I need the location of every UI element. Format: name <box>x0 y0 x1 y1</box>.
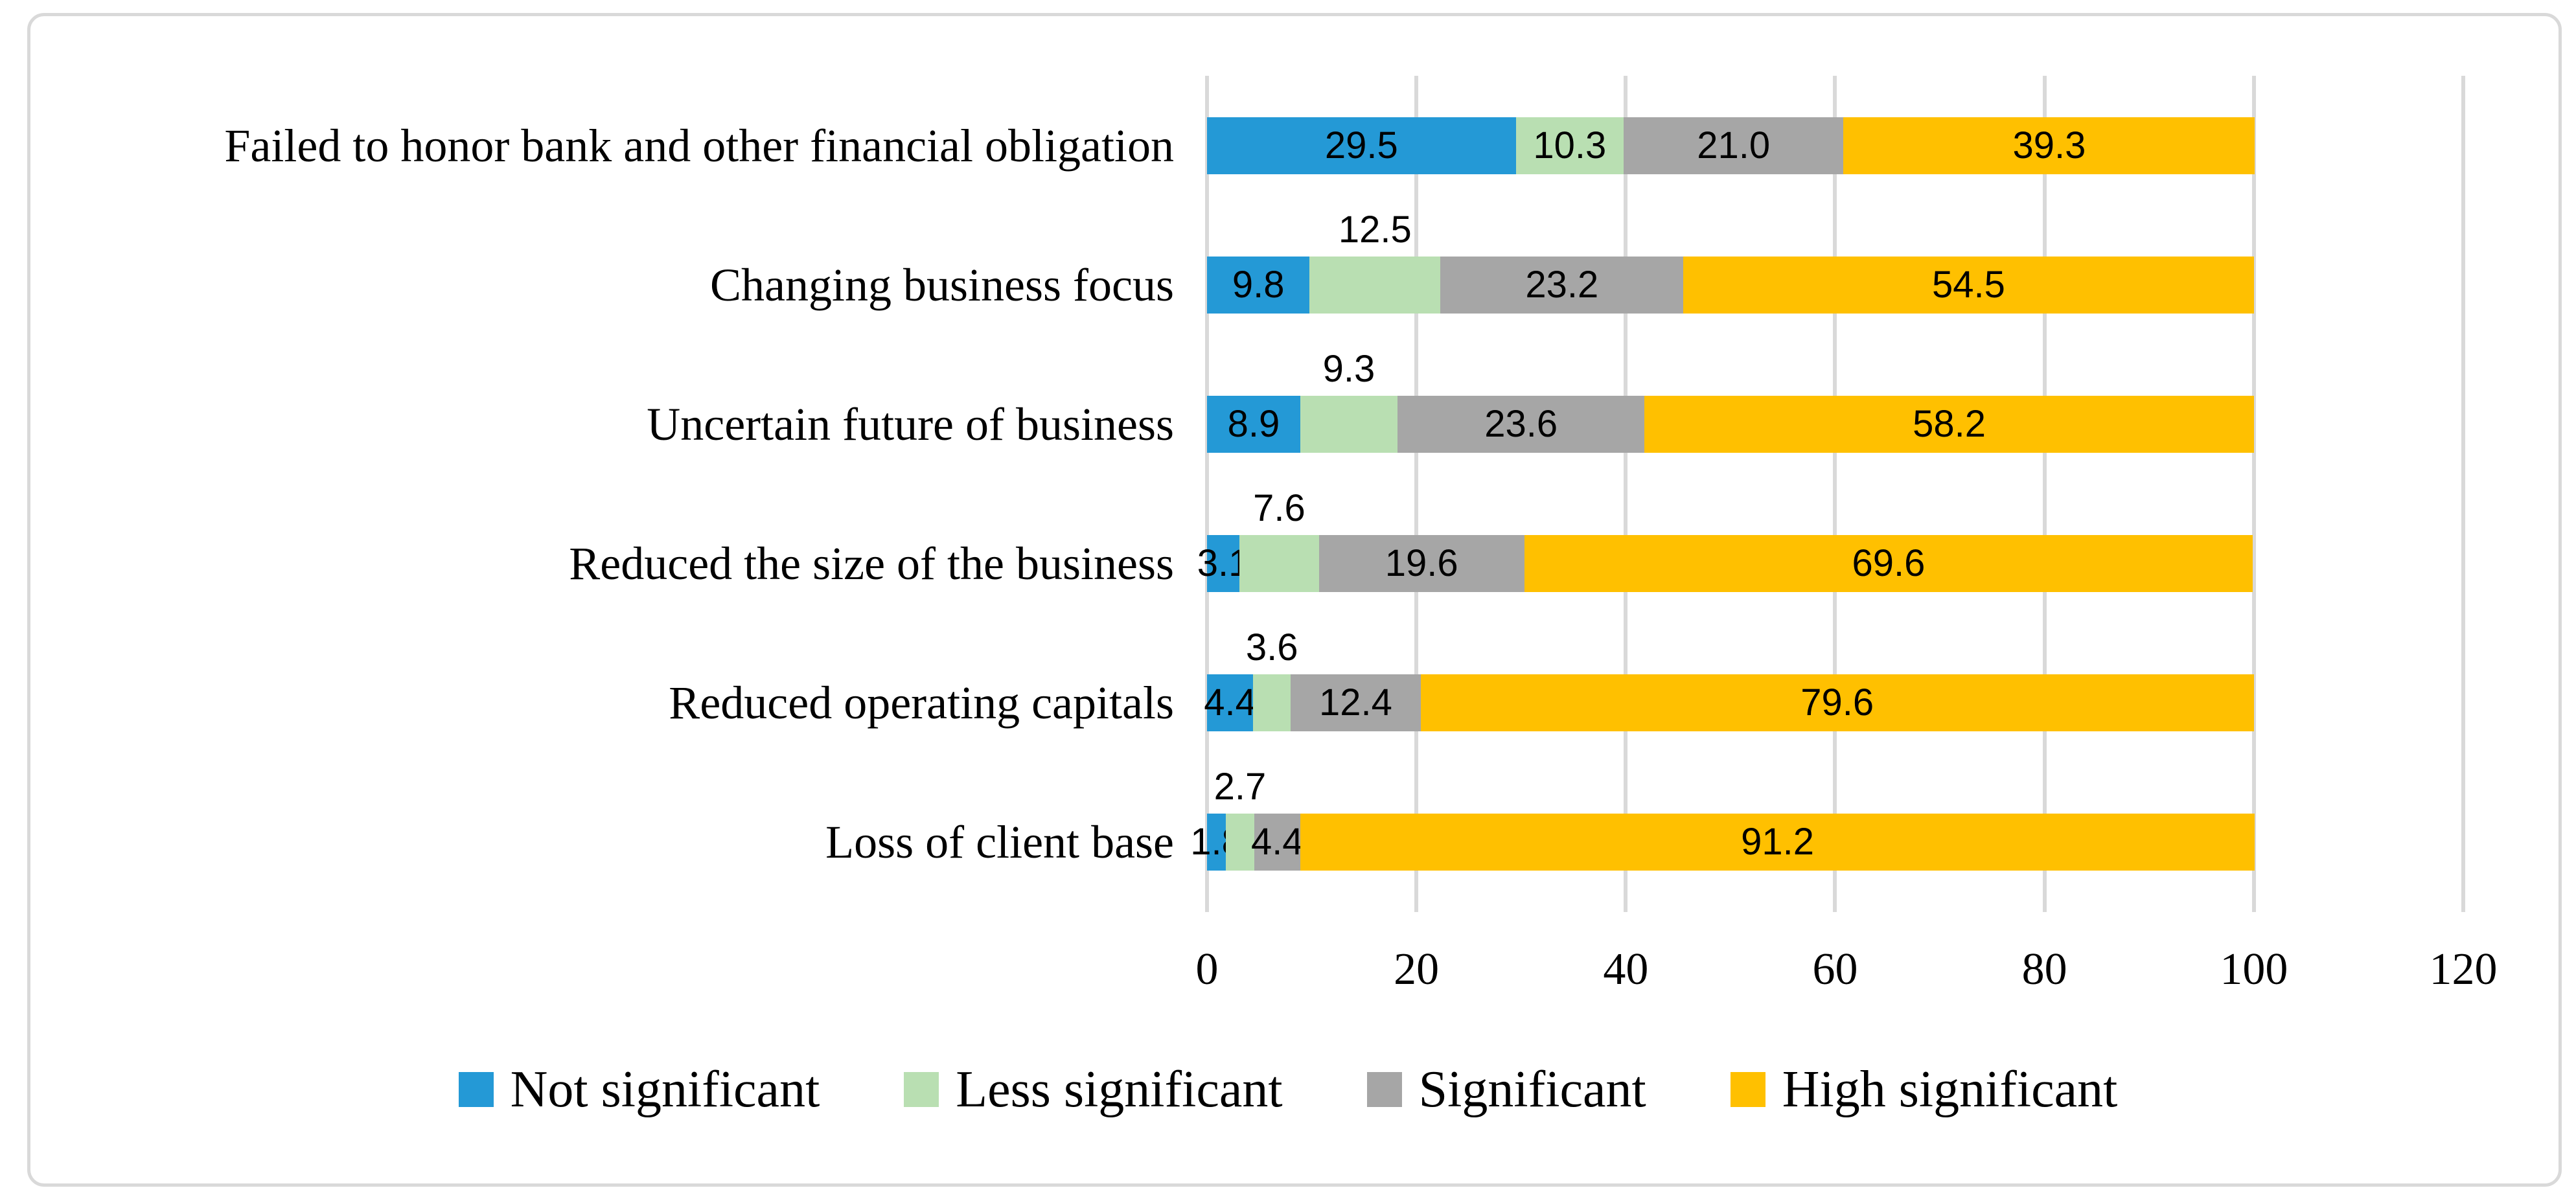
legend-item: Significant <box>1366 1061 1646 1118</box>
bar-segment: 21.0 <box>1624 117 1844 174</box>
gridline-120 <box>2461 76 2465 912</box>
bar-segment: 39.3 <box>1843 117 2255 174</box>
segment-value-label: 23.6 <box>1484 402 1558 445</box>
gridline-20 <box>1414 76 1419 912</box>
x-axis-tick-label: 60 <box>1812 944 1858 994</box>
category-label: Failed to honor bank and other financial… <box>224 119 1174 172</box>
bar-segment <box>1226 814 1254 871</box>
bar-segment: 58.2 <box>1644 395 2254 453</box>
legend-swatch-icon <box>458 1072 494 1107</box>
x-axis-tick-label: 100 <box>2220 944 2288 994</box>
bar-segment: 10.3 <box>1515 117 1624 174</box>
bar-segment: 91.2 <box>1300 814 2255 871</box>
segment-value-label: 12.4 <box>1319 681 1392 724</box>
bar-segment: 23.6 <box>1397 395 1645 453</box>
segment-value-label-above: 2.7 <box>1213 766 1267 808</box>
category-label: Reduced operating capitals <box>669 677 1174 729</box>
segment-value-label: 58.2 <box>1913 402 1986 445</box>
segment-value-label: 4.4 <box>1250 821 1304 863</box>
segment-value-label: 8.9 <box>1227 402 1280 445</box>
bar-segment <box>1239 535 1319 593</box>
segment-value-label-above: 7.6 <box>1253 487 1305 530</box>
x-axis-tick-label: 40 <box>1603 944 1649 994</box>
segment-value-label: 4.4 <box>1204 681 1256 724</box>
bar-segment <box>1300 395 1398 453</box>
legend: Not significant Less significant Significa… <box>0 1048 2576 1131</box>
segment-value-label: 39.3 <box>2012 124 2086 166</box>
x-axis-tick-label: 120 <box>2429 944 2498 994</box>
bar-segment: 29.5 <box>1207 117 1516 174</box>
segment-value-label: 29.5 <box>1324 124 1398 166</box>
bar-segment: 1.8 <box>1190 814 1243 871</box>
category-label: Uncertain future of business <box>647 398 1174 450</box>
segment-value-label: 10.3 <box>1533 124 1607 166</box>
legend-swatch-icon <box>904 1072 939 1107</box>
category-label: Changing business focus <box>710 258 1174 311</box>
gridline-100 <box>2251 76 2256 912</box>
bar-segment: 69.6 <box>1524 535 2253 593</box>
segment-value-label: 23.2 <box>1525 263 1599 306</box>
legend-label: Not significant <box>510 1061 820 1118</box>
gridline-0 <box>1205 76 1209 912</box>
legend-item: Not significant <box>458 1061 820 1118</box>
gridline-80 <box>2042 76 2047 912</box>
x-axis-tick-label: 0 <box>1195 944 1219 994</box>
x-axis-tick-label: 80 <box>2021 944 2067 994</box>
segment-value-label: 69.6 <box>1852 542 1926 585</box>
segment-value-label: 21.0 <box>1697 124 1771 166</box>
segment-value-label-above: 9.3 <box>1322 347 1375 390</box>
bar-segment: 54.5 <box>1683 256 2254 314</box>
segment-value-label: 19.6 <box>1385 542 1458 585</box>
bar-segment <box>1309 256 1441 314</box>
segment-value-label: 79.6 <box>1800 681 1874 724</box>
bar-segment: 8.9 <box>1207 395 1300 453</box>
bar-segment: 79.6 <box>1420 674 2254 732</box>
legend-label: High significant <box>1782 1061 2118 1118</box>
x-axis-tick-label: 20 <box>1394 944 1440 994</box>
bar-segment: 3.1 <box>1197 535 1249 593</box>
legend-item: Less significant <box>904 1061 1283 1118</box>
bar-segment: 12.4 <box>1291 674 1421 732</box>
gridline-60 <box>1833 76 1837 912</box>
legend-swatch-icon <box>1366 1072 1402 1107</box>
bar-segment: 9.8 <box>1207 256 1310 314</box>
legend-item: High significant <box>1730 1061 2118 1118</box>
bar-segment: 4.4 <box>1251 814 1304 871</box>
segment-value-label-above: 12.5 <box>1338 208 1412 251</box>
figure-border <box>27 13 2562 1187</box>
bar-segment: 4.4 <box>1204 674 1256 732</box>
segment-value-label: 9.8 <box>1232 263 1285 306</box>
gridline-40 <box>1624 76 1628 912</box>
bar-segment <box>1253 674 1291 732</box>
bar-segment: 23.2 <box>1440 256 1684 314</box>
bar-segment: 19.6 <box>1318 535 1524 593</box>
segment-value-label: 54.5 <box>1932 263 2005 306</box>
category-label: Loss of client base <box>825 816 1174 869</box>
legend-label: Less significant <box>956 1061 1283 1118</box>
legend-swatch-icon <box>1730 1072 1765 1107</box>
segment-value-label: 91.2 <box>1741 821 1815 863</box>
category-label: Reduced the size of the business <box>569 538 1174 590</box>
legend-label: Significant <box>1418 1061 1646 1118</box>
segment-value-label-above: 3.6 <box>1245 626 1298 669</box>
